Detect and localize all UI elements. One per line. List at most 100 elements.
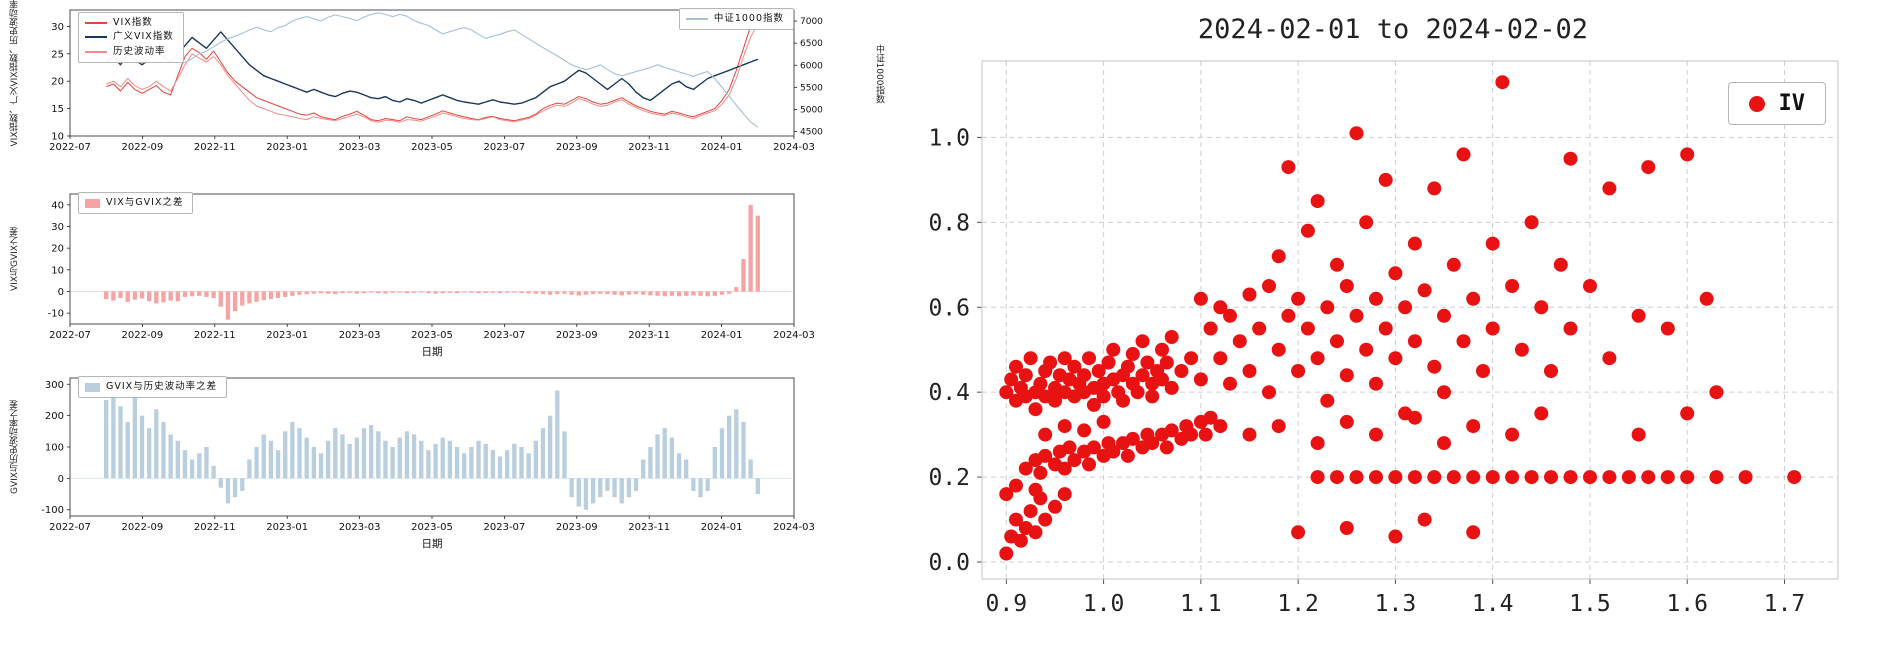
svg-text:1.3: 1.3 <box>1375 591 1417 617</box>
svg-text:10: 10 <box>51 265 64 276</box>
svg-text:2022-11: 2022-11 <box>194 330 236 341</box>
vix-line-chart: 2022-07 2022-09 2022-11 2023-01 2023-03 2023-… <box>49 9 823 153</box>
svg-text:1.5: 1.5 <box>1569 591 1611 617</box>
vix-line-chart-wrap: VIX指数、广义VIX指数、历史波动率 中证1000指数 2022-07 2022… <box>6 0 892 174</box>
svg-text:40: 40 <box>51 200 64 211</box>
svg-text:1.2: 1.2 <box>1277 591 1319 617</box>
legend-item-vix-gvix-diff: VIX与GVIX之差 <box>85 196 183 210</box>
chart1-legend-right: 中证1000指数 <box>678 8 794 31</box>
iv-dot-swatch <box>1748 95 1765 112</box>
svg-text:2022-11: 2022-11 <box>194 522 236 533</box>
svg-text:30: 30 <box>51 22 64 33</box>
svg-text:2024-01: 2024-01 <box>701 142 743 153</box>
svg-text:2022-07: 2022-07 <box>49 522 91 533</box>
svg-text:2024-03: 2024-03 <box>773 330 815 341</box>
svg-text:2023-11: 2023-11 <box>628 142 670 153</box>
svg-text:1.4: 1.4 <box>1472 591 1514 617</box>
csi1000-line-swatch <box>685 18 708 21</box>
svg-text:2023-09: 2023-09 <box>556 522 598 533</box>
chart3-legend: GVIX与历史波动率之差 <box>78 376 228 399</box>
gvix-line-swatch <box>85 36 107 39</box>
svg-text:100: 100 <box>45 443 64 454</box>
svg-text:2022-11: 2022-11 <box>194 142 236 153</box>
chart2-legend: VIX与GVIX之差 <box>78 192 194 215</box>
scatter-title: 2024-02-01 to 2024-02-02 <box>1197 14 1589 45</box>
legend-item-gvix-histvol-diff: GVIX与历史波动率之差 <box>85 380 217 394</box>
svg-text:1.1: 1.1 <box>1180 591 1222 617</box>
svg-text:5000: 5000 <box>800 105 823 115</box>
svg-text:300: 300 <box>45 380 64 391</box>
svg-text:30: 30 <box>51 222 64 233</box>
svg-text:0.6: 0.6 <box>928 295 970 321</box>
legend-item-vix: VIX指数 <box>85 16 174 30</box>
svg-text:25: 25 <box>51 49 64 60</box>
svg-text:2023-07: 2023-07 <box>484 142 526 153</box>
svg-text:2023-05: 2023-05 <box>411 522 453 533</box>
svg-text:2024-03: 2024-03 <box>773 142 815 153</box>
svg-text:20: 20 <box>51 244 64 255</box>
vix-panel: VIX指数、广义VIX指数、历史波动率 中证1000指数 2022-07 2022… <box>0 0 892 654</box>
svg-text:6500: 6500 <box>800 39 823 49</box>
legend-item-gvix: 广义VIX指数 <box>85 30 174 44</box>
svg-text:2023-05: 2023-05 <box>411 142 453 153</box>
legend-label-vix-gvix-diff: VIX与GVIX之差 <box>106 197 184 208</box>
svg-text:2022-09: 2022-09 <box>122 330 164 341</box>
legend-label-histvol: 历史波动率 <box>113 45 166 57</box>
svg-text:1.0: 1.0 <box>1083 591 1125 617</box>
svg-text:2023-01: 2023-01 <box>266 142 308 153</box>
legend-label-gvix: 广义VIX指数 <box>113 31 174 43</box>
chart3-ylabel: GVIX与历史波动率之差 <box>10 400 20 494</box>
svg-text:2023-11: 2023-11 <box>628 522 670 533</box>
vix-gvix-diff-bar-swatch <box>85 198 100 208</box>
svg-text:2022-07: 2022-07 <box>49 142 91 153</box>
legend-label-vix: VIX指数 <box>113 17 153 28</box>
svg-text:0.4: 0.4 <box>928 380 970 406</box>
svg-text:5500: 5500 <box>800 83 823 93</box>
svg-text:1.7: 1.7 <box>1764 591 1806 617</box>
svg-text:0.2: 0.2 <box>928 465 970 491</box>
vix-gvix-diff-chart-wrap: VIX与GVIX之差 2022-07 2022-09 2022-11 2023-01 2… <box>6 186 892 362</box>
svg-text:0: 0 <box>58 287 64 298</box>
iv-scatter-panel: 2024-02-01 to 2024-02-02 0.9 1.0 1.1 1.2 1.3… <box>892 0 1884 654</box>
svg-text:2022-09: 2022-09 <box>122 142 164 153</box>
gvix-histvol-diff-chart-wrap: GVIX与历史波动率之差 2022-07 2022-09 2022-11 2023-0… <box>6 370 892 554</box>
svg-text:0.0: 0.0 <box>928 550 970 576</box>
gvix-histvol-diff-bar-chart: 2022-07 2022-09 2022-11 2023-01 2023-03 2023-… <box>41 377 815 533</box>
svg-text:7000: 7000 <box>800 17 823 27</box>
svg-text:2023-01: 2023-01 <box>266 330 308 341</box>
legend-label-gvix-histvol-diff: GVIX与历史波动率之差 <box>106 381 218 392</box>
svg-text:0.8: 0.8 <box>928 210 970 236</box>
svg-text:2023-03: 2023-03 <box>339 522 381 533</box>
svg-text:4500: 4500 <box>800 128 823 138</box>
svg-text:2022-09: 2022-09 <box>122 522 164 533</box>
svg-text:2023-05: 2023-05 <box>411 330 453 341</box>
svg-text:10: 10 <box>51 132 64 143</box>
svg-text:-100: -100 <box>41 505 64 516</box>
legend-item-histvol: 历史波动率 <box>85 45 174 59</box>
iv-scatter-chart: 0.9 1.0 1.1 1.2 1.3 1.4 1.5 1.6 1.7 0.0 0.2 0.4 0.6 0… <box>928 60 1839 617</box>
vix-line-swatch <box>85 22 107 25</box>
chart3-xlabel: 日期 <box>421 538 443 550</box>
chart1-ylabel: VIX指数、广义VIX指数、历史波动率 <box>10 0 20 147</box>
svg-text:2023-09: 2023-09 <box>556 142 598 153</box>
svg-text:2024-01: 2024-01 <box>701 330 743 341</box>
vix-gvix-diff-bar-chart: 2022-07 2022-09 2022-11 2023-01 2023-03 2023-… <box>48 193 815 341</box>
svg-text:2023-03: 2023-03 <box>339 142 381 153</box>
svg-text:-10: -10 <box>48 309 64 320</box>
svg-text:2023-07: 2023-07 <box>484 522 526 533</box>
svg-text:200: 200 <box>45 411 64 422</box>
chart1-ylabel-right: 中证1000指数 <box>874 44 884 104</box>
svg-text:2023-09: 2023-09 <box>556 330 598 341</box>
scatter-legend: IV <box>1727 82 1826 125</box>
svg-text:2023-11: 2023-11 <box>628 330 670 341</box>
svg-text:1.6: 1.6 <box>1666 591 1708 617</box>
svg-text:0.9: 0.9 <box>986 591 1028 617</box>
svg-text:15: 15 <box>51 104 64 115</box>
gvix-histvol-diff-bar-swatch <box>85 382 100 392</box>
svg-text:2023-03: 2023-03 <box>339 330 381 341</box>
chart2-ylabel: VIX与GVIX之差 <box>10 227 20 291</box>
histvol-line-swatch <box>85 50 107 53</box>
chart2-xlabel: 日期 <box>421 346 443 358</box>
svg-text:2024-01: 2024-01 <box>701 522 743 533</box>
svg-text:20: 20 <box>51 77 64 88</box>
